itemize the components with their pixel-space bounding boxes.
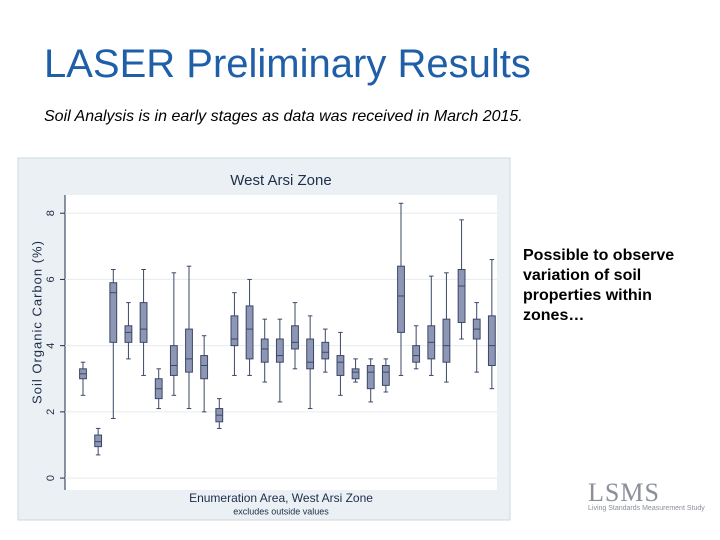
box	[381, 365, 390, 386]
chart-title: West Arsi Zone	[230, 172, 331, 189]
box	[366, 365, 375, 390]
box	[306, 338, 315, 370]
box	[124, 325, 133, 343]
slide-title: LASER Preliminary Results	[44, 42, 531, 86]
logo: LSMS Living Standards Measurement Study	[588, 478, 708, 512]
box	[457, 268, 466, 323]
box	[412, 345, 421, 363]
y-tick-label: 2	[45, 409, 57, 415]
box	[336, 355, 345, 376]
box	[109, 282, 118, 343]
x-axis-label: Enumeration Area, West Arsi Zone	[189, 491, 373, 505]
box	[260, 338, 269, 363]
box	[94, 434, 103, 448]
box	[200, 355, 209, 380]
y-tick-label: 8	[45, 210, 57, 216]
box	[291, 325, 299, 350]
logo-main: LSMS	[588, 478, 660, 507]
box	[139, 302, 148, 343]
y-tick-label: 6	[45, 276, 57, 282]
y-tick-label: 0	[45, 475, 57, 481]
box	[169, 345, 178, 376]
box	[230, 315, 239, 347]
slide-subtitle: Soil Analysis is in early stages as data…	[44, 108, 523, 125]
box	[487, 315, 496, 367]
box	[245, 305, 254, 360]
y-tick-label: 4	[45, 343, 57, 349]
side-note: Possible to observe variation of soil pr…	[523, 247, 675, 324]
box	[321, 341, 330, 360]
logo-sub: Living Standards Measurement Study	[588, 505, 705, 512]
box	[442, 318, 451, 363]
box	[351, 368, 360, 380]
box	[275, 338, 284, 363]
chart-note: excludes outside values	[233, 506, 329, 516]
y-axis-label: Soil Organic Carbon (%)	[29, 240, 44, 404]
box	[185, 328, 193, 373]
box	[397, 265, 405, 333]
